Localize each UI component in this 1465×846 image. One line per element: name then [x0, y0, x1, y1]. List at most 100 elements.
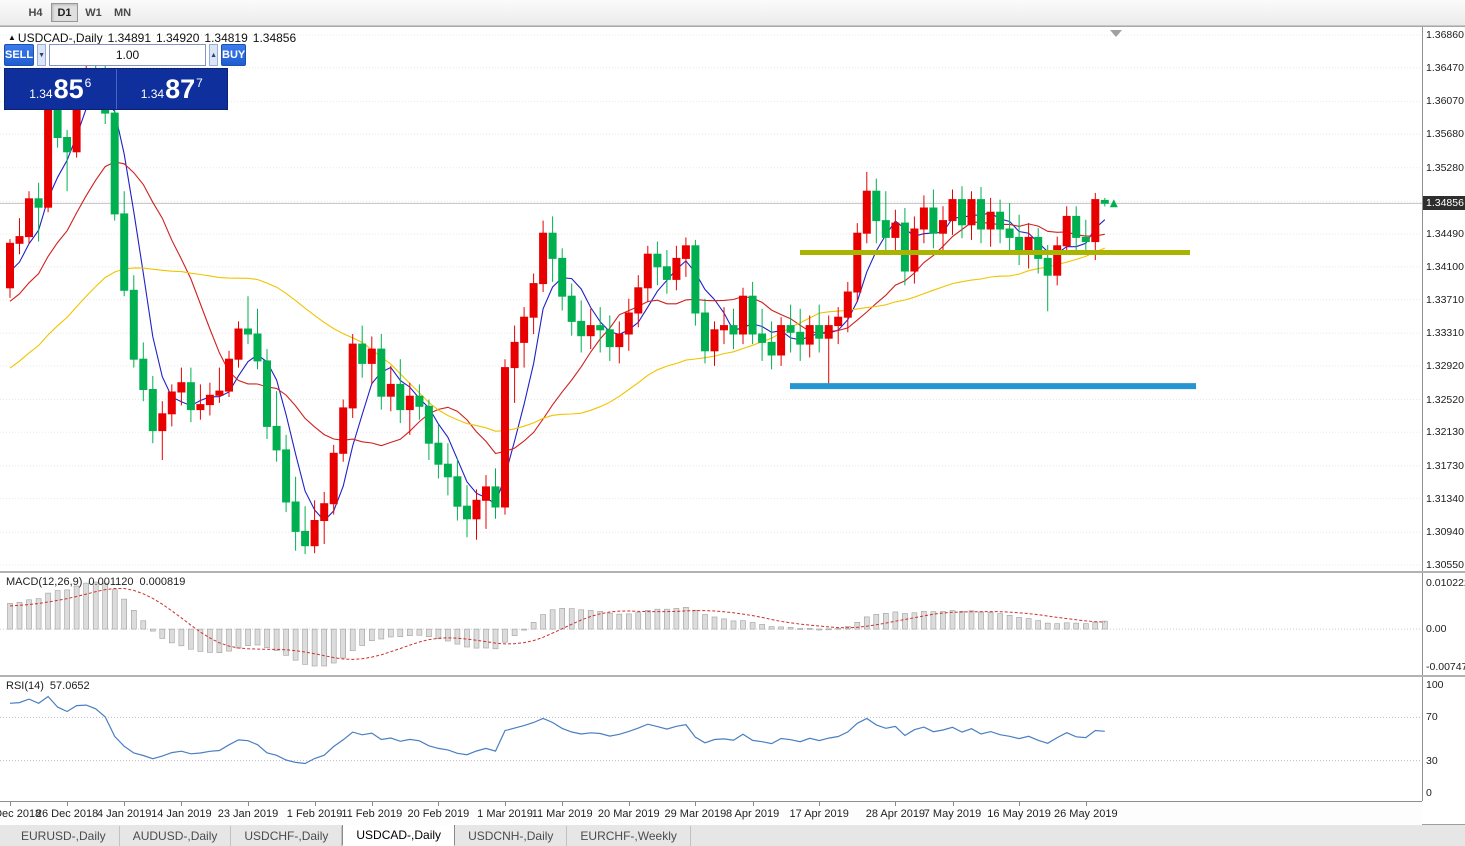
time-axis-label: 11 Mar 2019: [531, 808, 593, 820]
rsi-canvas[interactable]: [0, 677, 1422, 801]
time-tick: [438, 802, 440, 806]
trade-panel-prices-row: 1.34 85 6 1.34 87 7: [4, 68, 228, 110]
time-axis-label: 4 Jan 2019: [96, 808, 152, 820]
time-axis-label: 26 Dec 2018: [35, 808, 99, 820]
chart-title: ▲ USDCAD-,Daily 1.34891 1.34920 1.34819 1.348…: [8, 31, 301, 45]
bottom-tab-eurchf-weekly[interactable]: EURCHF-,Weekly: [567, 826, 691, 846]
axis-label: 1.36470: [1426, 61, 1464, 74]
price-chart-panel[interactable]: ▲ USDCAD-,Daily 1.34891 1.34920 1.34819 1.348…: [0, 27, 1422, 571]
panel-separator[interactable]: [0, 675, 1465, 677]
macd-indicator-panel[interactable]: MACD(12,26,9) 0.001120 0.000819: [0, 573, 1422, 675]
time-axis-label: 7 May 2019: [923, 808, 982, 820]
buy-price-display[interactable]: 1.34 87 7: [117, 69, 228, 109]
rsi-name: RSI(14): [6, 680, 44, 692]
macd-name: MACD(12,26,9): [6, 576, 83, 588]
volume-decrease-button[interactable]: ▼: [37, 44, 47, 66]
macd-canvas[interactable]: [0, 573, 1422, 675]
axis-label: 1.34100: [1426, 260, 1464, 273]
time-tick: [819, 802, 821, 806]
axis-label: 0.0102229: [1426, 577, 1465, 589]
time-tick: [124, 802, 126, 806]
ohlc-close-value: 1.34856: [252, 31, 297, 45]
time-axis-label: 17 Dec 2018: [0, 808, 42, 820]
axis-label: 1.34490: [1426, 228, 1464, 241]
time-tick: [1085, 802, 1087, 806]
time-tick: [628, 802, 630, 806]
trade-panel-controls-row: SELL ▼ ▲ BUY: [4, 44, 247, 66]
axis-label: 1.30550: [1426, 559, 1464, 571]
sell-price-big-digits: 85: [53, 73, 84, 104]
time-tick: [371, 802, 373, 806]
axis-label: 1.32520: [1426, 393, 1464, 406]
one-click-trade-panel: SELL ▼ ▲ BUY 1.34 85 6 1.34 87: [4, 44, 247, 110]
macd-label: MACD(12,26,9) 0.001120 0.000819: [6, 576, 191, 588]
current-price-badge: 1.34856: [1423, 196, 1465, 211]
timeframe-button-w1[interactable]: W1: [85, 6, 102, 19]
panel-separator[interactable]: [0, 571, 1465, 573]
bottom-tab-usdcnh-daily[interactable]: USDCNH-,Daily: [455, 826, 568, 846]
sell-price-prefix: 1.34: [29, 87, 53, 101]
time-axis-label: 1 Feb 2019: [286, 808, 343, 820]
axis-label: 1.35280: [1426, 161, 1464, 174]
bottom-tab-usdcad-daily[interactable]: USDCAD-,Daily: [342, 823, 456, 846]
rsi-value: 57.0652: [49, 680, 90, 692]
chart-window: ▲ USDCAD-,Daily 1.34891 1.34920 1.34819 1.348…: [0, 26, 1465, 825]
time-axis-label: 17 Apr 2019: [789, 808, 849, 820]
buy-price-big-digits: 87: [165, 73, 196, 104]
time-tick: [181, 802, 183, 806]
axis-label: 1.31340: [1426, 492, 1464, 505]
chart-symbol-label: USDCAD-,Daily: [17, 31, 103, 45]
rsi-indicator-panel[interactable]: RSI(14) 57.0652: [0, 677, 1422, 801]
buy-price-prefix: 1.34: [140, 87, 165, 101]
time-tick: [67, 802, 69, 806]
sell-price-pipette: 6: [84, 76, 92, 90]
price-chart-canvas[interactable]: [0, 27, 1422, 571]
axis-label: 0: [1426, 787, 1432, 799]
timeframe-button-h4[interactable]: H4: [28, 6, 43, 19]
ohlc-low-value: 1.34819: [204, 31, 248, 45]
bottom-tab-usdchf-daily[interactable]: USDCHF-,Daily: [231, 826, 343, 846]
price-divider: [115, 69, 117, 109]
volume-input[interactable]: [49, 44, 207, 66]
timeframe-button-mn[interactable]: MN: [113, 6, 132, 19]
axis-label: 1.31730: [1426, 459, 1464, 472]
axis-label: 1.33710: [1426, 293, 1464, 306]
time-tick: [10, 802, 11, 806]
sell-price-display[interactable]: 1.34 85 6: [5, 69, 116, 109]
chart-tab-bar: EURUSD-,Daily AUDUSD-,Daily USDCHF-,Daily U…: [0, 823, 1465, 846]
axis-label: 1.36070: [1426, 95, 1464, 108]
time-axis-label: 11 Feb 2019: [341, 808, 403, 820]
bottom-tab-audusd-daily[interactable]: AUDUSD-,Daily: [120, 826, 232, 846]
axis-label: 1.30940: [1426, 526, 1464, 539]
time-axis-label: 14 Jan 2019: [151, 808, 212, 820]
rsi-label: RSI(14) 57.0652: [6, 680, 96, 692]
volume-increase-button[interactable]: ▲: [209, 44, 218, 66]
sell-button[interactable]: SELL: [4, 44, 35, 66]
axis-label: 1.35680: [1426, 128, 1464, 141]
axis-label: 0.00: [1426, 623, 1447, 636]
chart-title-marker-icon: ▲: [8, 33, 16, 42]
time-tick: [1019, 802, 1021, 806]
bottom-tab-eurusd-daily[interactable]: EURUSD-,Daily: [8, 826, 120, 846]
buy-price-pipette: 7: [196, 76, 203, 90]
time-axis-label: 8 Apr 2019: [725, 808, 780, 820]
axis-label: 1.33310: [1426, 327, 1464, 340]
buy-button[interactable]: BUY: [221, 44, 247, 66]
timeframe-toolbar: H4 D1 W1 MN: [0, 0, 1465, 26]
price-axis[interactable]: 1.36860 1.36470 1.36070 1.35680 1.35280 1.348…: [1422, 27, 1465, 801]
time-axis-label: 26 May 2019: [1053, 808, 1118, 820]
axis-label: 70: [1426, 711, 1438, 724]
time-tick: [952, 802, 954, 806]
macd-signal-value: 0.000819: [139, 576, 186, 588]
time-tick: [562, 802, 564, 806]
time-tick: [314, 802, 316, 806]
time-axis-label: 16 May 2019: [987, 808, 1051, 820]
axis-label: 1.36860: [1426, 29, 1464, 41]
ohlc-high-value: 1.34920: [156, 31, 200, 45]
time-tick: [505, 802, 506, 806]
time-axis-label: 28 Apr 2019: [865, 808, 926, 820]
timeframe-button-d1[interactable]: D1: [51, 3, 78, 22]
axis-label: 30: [1426, 754, 1438, 767]
